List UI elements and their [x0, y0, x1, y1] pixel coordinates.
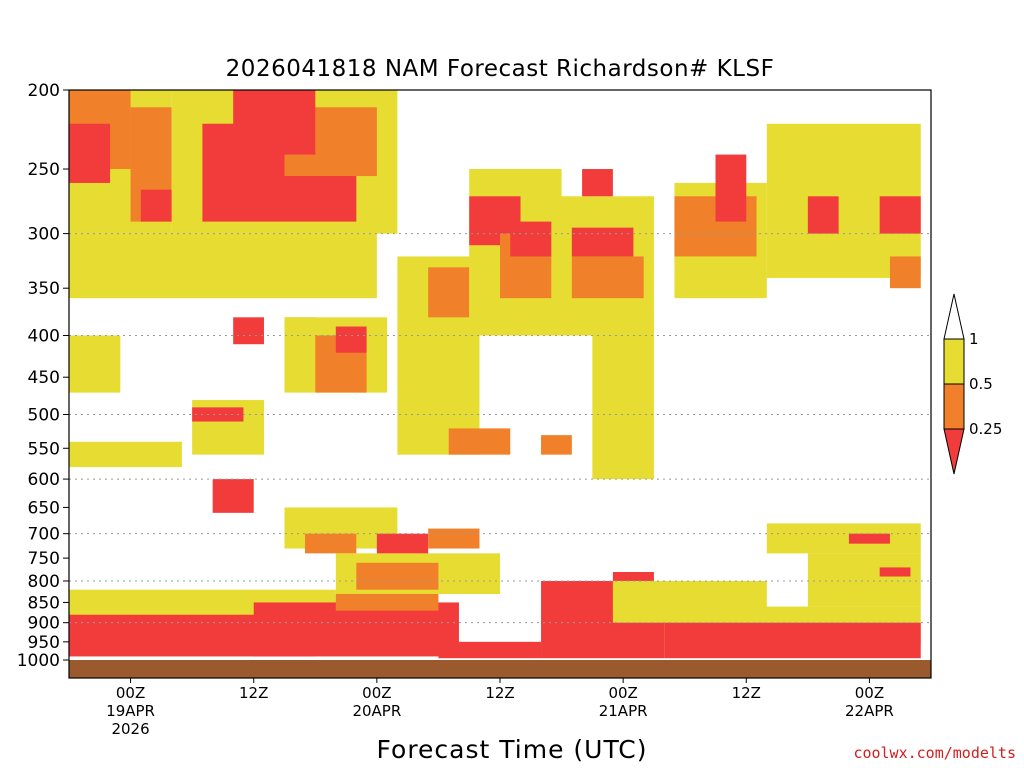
x-tick-label: 12Z	[732, 684, 761, 702]
heatmap-region	[766, 523, 921, 554]
heatmap-region	[69, 441, 182, 468]
x-axis-label: Forecast Time (UTC)	[377, 735, 648, 764]
y-tick-label: 400	[28, 326, 60, 346]
y-tick-label: 350	[28, 279, 60, 299]
legend-level-label: 0.25	[969, 420, 1002, 438]
x-tick-date: 21APR	[599, 702, 648, 720]
heatmap-region	[335, 326, 367, 353]
y-tick-label: 250	[28, 160, 60, 180]
heatmap-region	[848, 533, 890, 544]
legend-swatch-0.5-1	[943, 338, 965, 385]
y-tick-label: 500	[28, 406, 60, 426]
heatmap-region	[541, 435, 572, 455]
heatmap-region	[879, 567, 911, 577]
heatmap-region	[715, 154, 747, 222]
y-axis: 200 250 300 350 400 450 500 550 600 650 700 750 8008…	[17, 81, 69, 671]
legend-swatch-0.25-0.5	[943, 383, 965, 430]
heatmap-region	[69, 233, 377, 299]
y-tick-label: 700	[28, 525, 60, 545]
x-tick-label: 00Z	[608, 684, 637, 702]
x-tick-date: 22APR	[845, 702, 894, 720]
heatmap-region	[253, 602, 459, 657]
y-tick-label: 450	[28, 368, 60, 388]
legend-level-label: 1	[969, 330, 979, 348]
y-tick-label: 800	[28, 572, 60, 592]
heatmap-region	[233, 317, 264, 345]
y-tick-label: 750	[28, 549, 60, 569]
x-tick-label: 12Z	[239, 684, 268, 702]
heatmap-region	[612, 572, 654, 581]
chart-title: 2026041818 NAM Forecast Richardson# KLSF	[226, 56, 775, 82]
heatmap-region	[664, 622, 921, 659]
y-tick-label: 950	[28, 633, 60, 653]
heatmap-region	[233, 90, 316, 155]
colorbar-legend: 1 0.5 0.25	[943, 293, 1002, 475]
y-tick-label: 600	[28, 470, 60, 490]
x-tick-label: 00Z	[362, 684, 391, 702]
heatmap-region	[807, 196, 839, 234]
heatmap-region	[889, 256, 921, 289]
legend-arrow-below-0.25	[943, 428, 965, 475]
heatmap-region	[376, 533, 429, 554]
heatmap-region	[356, 562, 439, 590]
legend-arrow-above-1	[943, 293, 965, 340]
x-tick-label: 12Z	[485, 684, 514, 702]
heatmap-region	[879, 196, 921, 234]
source-watermark: coolwx.com/modelts	[853, 744, 1016, 762]
x-tick-year: 2026	[111, 720, 149, 738]
heatmap-region	[335, 594, 439, 611]
heatmap-region	[428, 528, 480, 549]
x-tick-date: 19APR	[106, 702, 155, 720]
y-tick-label: 850	[28, 593, 60, 613]
heatmap-region	[448, 428, 511, 455]
heatmap-region	[69, 123, 111, 183]
y-tick-label: 200	[28, 81, 60, 101]
legend-level-label: 0.5	[969, 375, 993, 393]
y-tick-label: 650	[28, 498, 60, 518]
heatmap-cells	[69, 90, 921, 659]
heatmap-region	[212, 479, 254, 513]
x-tick-label: 00Z	[116, 684, 145, 702]
heatmap-region	[305, 533, 357, 554]
y-tick-label: 900	[28, 614, 60, 634]
y-tick-label: 1000	[17, 651, 60, 671]
surface-band	[69, 660, 931, 678]
x-tick-date: 20APR	[352, 702, 401, 720]
heatmap-region	[807, 553, 921, 607]
heatmap-region	[592, 317, 654, 480]
heatmap-region	[571, 227, 634, 257]
y-tick-label: 550	[28, 439, 60, 459]
heatmap-region	[438, 641, 542, 659]
heatmap-region	[192, 407, 244, 422]
ground-surface-band	[69, 660, 931, 678]
heatmap-region	[428, 267, 470, 318]
x-tick-label: 00Z	[855, 684, 884, 702]
y-tick-label: 300	[28, 225, 60, 245]
heatmap-region	[582, 169, 613, 197]
heatmap-region	[69, 335, 121, 393]
heatmap-region	[571, 256, 644, 299]
